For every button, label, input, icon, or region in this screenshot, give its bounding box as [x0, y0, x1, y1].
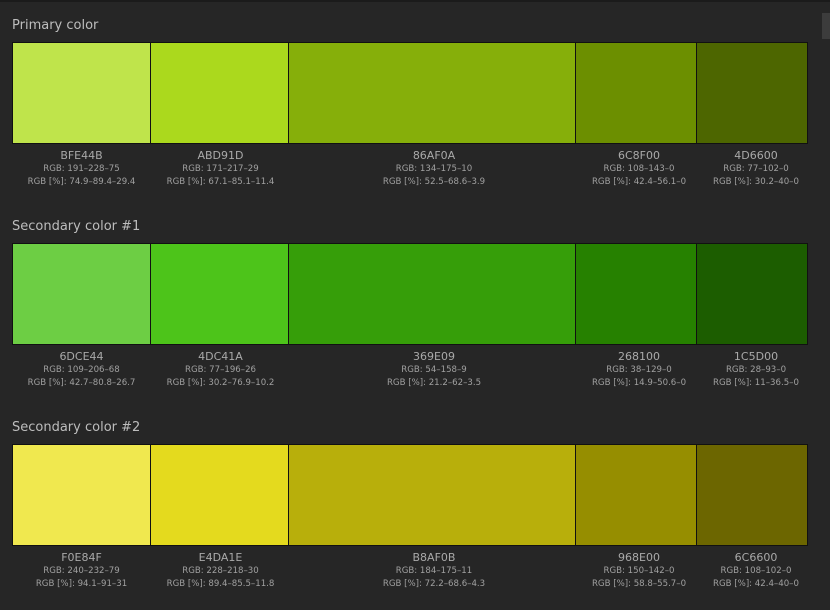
rgb-percent: RGB [%]: 30.2–76.9–10.2 — [166, 378, 275, 388]
swatch-info: 968E00 RGB: 150–142–0 RGB [%]: 58.8–55.7… — [578, 551, 700, 591]
hex-code: 268100 — [618, 350, 660, 363]
hex-code: E4DA1E — [198, 551, 243, 564]
swatch-info: ABD91D RGB: 171–217–29 RGB [%]: 67.1–85.… — [151, 149, 290, 189]
swatch-info: 268100 RGB: 38–129–0 RGB [%]: 14.9–50.6–… — [578, 350, 700, 390]
color-swatch[interactable] — [575, 42, 697, 144]
swatch-info: BFE44B RGB: 191–228–75 RGB [%]: 74.9–89.… — [12, 149, 151, 189]
color-swatch[interactable] — [575, 444, 697, 546]
hex-code: 369E09 — [413, 350, 455, 363]
swatch-info: 6C8F00 RGB: 108–143–0 RGB [%]: 42.4–56.1… — [578, 149, 700, 189]
rgb-values: RGB: 240–232–79 — [43, 566, 120, 576]
swatch-info: 4DC41A RGB: 77–196–26 RGB [%]: 30.2–76.9… — [151, 350, 290, 390]
swatch-info: F0E84F RGB: 240–232–79 RGB [%]: 94.1–91–… — [12, 551, 151, 591]
rgb-values: RGB: 38–129–0 — [606, 365, 672, 375]
color-swatch[interactable] — [12, 42, 151, 144]
color-swatch[interactable] — [288, 42, 576, 144]
rgb-values: RGB: 134–175–10 — [395, 164, 473, 174]
section-title: Secondary color #1 — [12, 219, 141, 234]
hex-code: 6DCE44 — [59, 350, 104, 363]
rgb-percent: RGB [%]: 74.9–89.4–29.4 — [27, 177, 136, 187]
color-swatch[interactable] — [575, 243, 697, 345]
swatch-info: 4D6600 RGB: 77–102–0 RGB [%]: 30.2–40–0 — [700, 149, 812, 189]
color-swatch[interactable] — [12, 444, 151, 546]
hex-code: 86AF0A — [412, 149, 456, 162]
hex-code: BFE44B — [60, 149, 103, 162]
section-title: Secondary color #2 — [12, 420, 141, 435]
color-swatch[interactable] — [150, 42, 289, 144]
rgb-values: RGB: 108–102–0 — [720, 566, 792, 576]
color-swatch[interactable] — [696, 444, 808, 546]
color-swatch[interactable] — [696, 243, 808, 345]
rgb-values: RGB: 77–196–26 — [184, 365, 257, 375]
rgb-percent: RGB [%]: 89.4–85.5–11.8 — [166, 579, 275, 589]
swatch-info: 6C6600 RGB: 108–102–0 RGB [%]: 42.4–40–0 — [700, 551, 812, 591]
rgb-percent: RGB [%]: 21.2–62–3.5 — [386, 378, 482, 388]
color-swatch[interactable] — [288, 444, 576, 546]
rgb-percent: RGB [%]: 42.4–40–0 — [713, 579, 799, 589]
rgb-percent: RGB [%]: 72.2–68.6–4.3 — [382, 579, 486, 589]
section-title: Primary color — [12, 18, 99, 33]
rgb-percent: RGB [%]: 42.4–56.1–0 — [591, 177, 687, 187]
rgb-percent: RGB [%]: 14.9–50.6–0 — [591, 378, 687, 388]
rgb-percent: RGB [%]: 30.2–40–0 — [713, 177, 799, 187]
hex-code: 6C8F00 — [617, 149, 660, 162]
swatch-row — [12, 42, 812, 144]
rgb-values: RGB: 228–218–30 — [182, 566, 259, 576]
scrollbar-thumb[interactable] — [822, 13, 830, 39]
swatch-labels: F0E84F RGB: 240–232–79 RGB [%]: 94.1–91–… — [12, 551, 812, 591]
rgb-values: RGB: 54–158–9 — [401, 365, 467, 375]
swatch-info: B8AF0B RGB: 184–175–11 RGB [%]: 72.2–68.… — [290, 551, 578, 591]
rgb-percent: RGB [%]: 52.5–68.6–3.9 — [382, 177, 486, 187]
rgb-percent: RGB [%]: 42.7–80.8–26.7 — [27, 378, 136, 388]
hex-code: B8AF0B — [412, 551, 456, 564]
hex-code: ABD91D — [197, 149, 244, 162]
rgb-values: RGB: 108–143–0 — [603, 164, 675, 174]
rgb-values: RGB: 28–93–0 — [725, 365, 787, 375]
palette-section-secondary-2: Secondary color #2 F0E84F RGB: 240–232–7… — [12, 417, 812, 592]
rgb-values: RGB: 184–175–11 — [395, 566, 473, 576]
hex-code: F0E84F — [61, 551, 102, 564]
rgb-percent: RGB [%]: 11–36.5–0 — [713, 378, 799, 388]
swatch-labels: BFE44B RGB: 191–228–75 RGB [%]: 74.9–89.… — [12, 149, 812, 189]
color-swatch[interactable] — [12, 243, 151, 345]
hex-code: 1C5D00 — [733, 350, 779, 363]
swatch-labels: 6DCE44 RGB: 109–206–68 RGB [%]: 42.7–80.… — [12, 350, 812, 390]
rgb-values: RGB: 191–228–75 — [43, 164, 120, 174]
palette-section-primary: Primary color BFE44B RGB: 191–228–75 RGB… — [12, 15, 812, 190]
hex-code: 6C6600 — [734, 551, 778, 564]
color-swatch[interactable] — [150, 444, 289, 546]
hex-code: 968E00 — [618, 551, 660, 564]
hex-code: 4DC41A — [198, 350, 243, 363]
swatch-row — [12, 243, 812, 345]
rgb-percent: RGB [%]: 58.8–55.7–0 — [591, 579, 687, 589]
rgb-values: RGB: 150–142–0 — [603, 566, 675, 576]
swatch-row — [12, 444, 812, 546]
swatch-info: 1C5D00 RGB: 28–93–0 RGB [%]: 11–36.5–0 — [700, 350, 812, 390]
swatch-info: 86AF0A RGB: 134–175–10 RGB [%]: 52.5–68.… — [290, 149, 578, 189]
top-border — [0, 0, 830, 2]
hex-code: 4D6600 — [734, 149, 778, 162]
rgb-values: RGB: 171–217–29 — [182, 164, 259, 174]
rgb-values: RGB: 109–206–68 — [43, 365, 120, 375]
swatch-info: E4DA1E RGB: 228–218–30 RGB [%]: 89.4–85.… — [151, 551, 290, 591]
color-swatch[interactable] — [150, 243, 289, 345]
color-swatch[interactable] — [696, 42, 808, 144]
swatch-info: 369E09 RGB: 54–158–9 RGB [%]: 21.2–62–3.… — [290, 350, 578, 390]
swatch-info: 6DCE44 RGB: 109–206–68 RGB [%]: 42.7–80.… — [12, 350, 151, 390]
rgb-percent: RGB [%]: 67.1–85.1–11.4 — [166, 177, 275, 187]
color-swatch[interactable] — [288, 243, 576, 345]
rgb-values: RGB: 77–102–0 — [723, 164, 789, 174]
rgb-percent: RGB [%]: 94.1–91–31 — [35, 579, 128, 589]
palette-section-secondary-1: Secondary color #1 6DCE44 RGB: 109–206–6… — [12, 216, 812, 391]
